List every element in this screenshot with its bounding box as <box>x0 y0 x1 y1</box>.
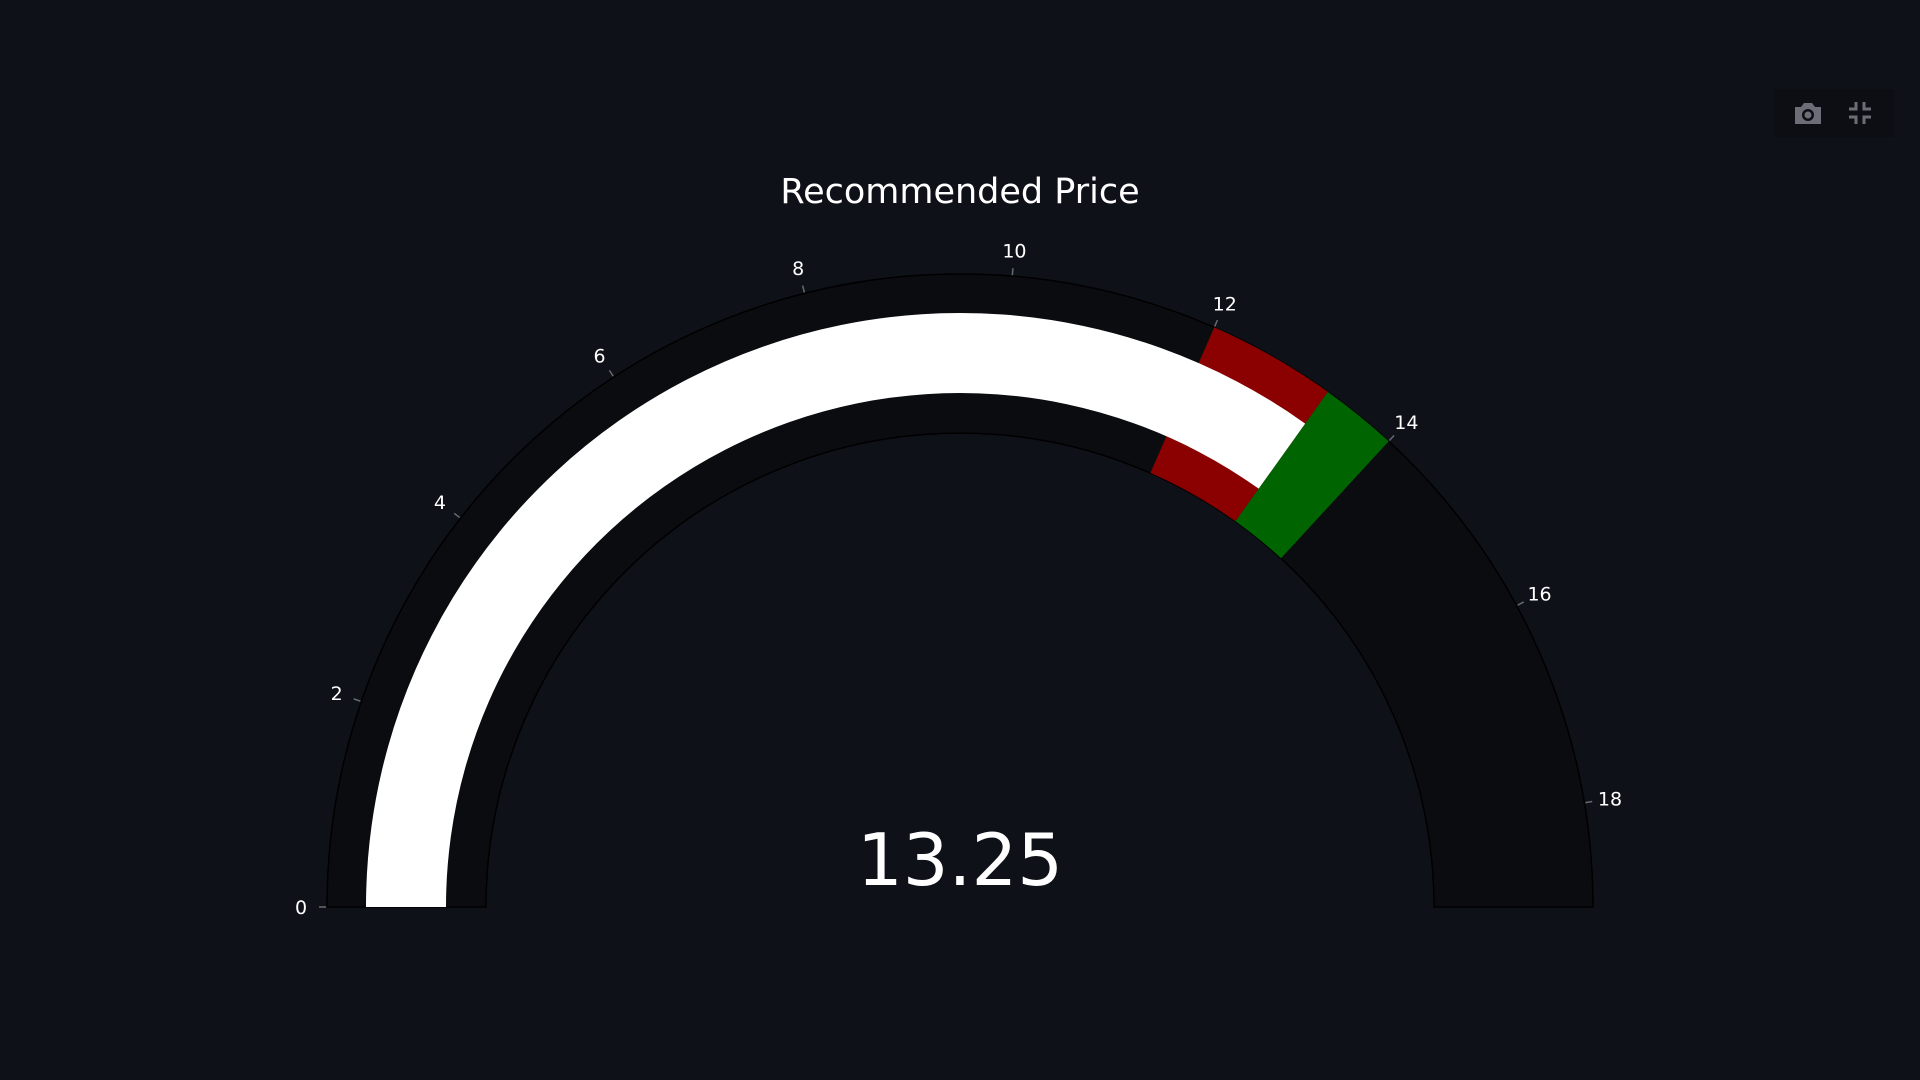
gauge-value-bar <box>366 312 1306 908</box>
plot-modebar <box>1774 89 1894 137</box>
gauge-tick-label: 0 <box>295 897 307 919</box>
gauge-tick-mark <box>453 512 461 519</box>
compress-icon <box>1849 102 1871 124</box>
gauge-tick-label: 12 <box>1213 294 1237 316</box>
gauge-tick-mark <box>1517 601 1525 606</box>
gauge-tick-label: 2 <box>331 683 343 705</box>
gauge-tick-mark <box>1388 434 1395 442</box>
gauge-tick-label: 8 <box>792 258 804 280</box>
camera-icon <box>1795 103 1821 124</box>
download-plot-button[interactable] <box>1790 95 1826 131</box>
gauge-tick-label: 10 <box>1002 240 1026 262</box>
gauge-tick-mark <box>1585 800 1593 804</box>
chart-title: Recommended Price <box>780 172 1139 212</box>
gauge-tick-label: 14 <box>1394 412 1418 434</box>
gauge-value: 13.25 <box>857 818 1063 902</box>
gauge-tick-mark <box>608 369 614 377</box>
gauge-tick-label: 16 <box>1527 583 1551 605</box>
gauge-tick-label: 4 <box>434 492 446 514</box>
gauge-step-2 <box>1235 391 1389 559</box>
gauge-tick-label: 6 <box>594 345 606 367</box>
gauge-arcs <box>326 273 1594 908</box>
gauge-ticks: 0 2 4 6 8 10 12 14 16 18 <box>295 240 1622 919</box>
gauge-tick-mark <box>1011 268 1014 276</box>
gauge-tick-label: 18 <box>1598 789 1622 811</box>
gauge-tick-mark <box>1213 319 1219 327</box>
gauge-tick-mark <box>353 698 361 702</box>
exit-fullscreen-button[interactable] <box>1842 95 1878 131</box>
gauge-tick-mark <box>801 285 806 293</box>
